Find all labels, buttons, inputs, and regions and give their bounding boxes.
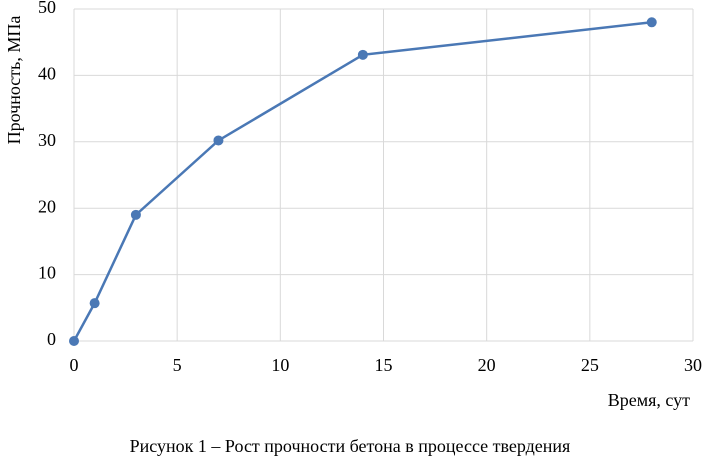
x-tick-label: 15 bbox=[375, 355, 393, 375]
data-point bbox=[69, 336, 79, 346]
y-tick-label: 40 bbox=[38, 64, 56, 84]
data-point bbox=[89, 298, 100, 309]
series-line bbox=[72, 21, 652, 342]
data-point bbox=[213, 135, 224, 146]
x-tick-label: 30 bbox=[684, 355, 702, 375]
caption: Рисунок 1 – Рост прочности бетона в проц… bbox=[130, 436, 571, 456]
y-tick-label: 0 bbox=[47, 329, 56, 349]
data-point bbox=[130, 209, 141, 220]
x-tick-label: 10 bbox=[271, 355, 289, 375]
data-point bbox=[357, 49, 368, 60]
x-axis-label: Время, сут bbox=[608, 390, 690, 410]
y-tick-label: 30 bbox=[38, 130, 56, 150]
y-tick-label: 20 bbox=[38, 196, 56, 216]
y-tick-label: 10 bbox=[38, 263, 56, 283]
data-point bbox=[646, 17, 657, 28]
x-tick-label: 25 bbox=[581, 355, 599, 375]
x-tick-label: 5 bbox=[173, 355, 182, 375]
x-tick-label: 20 bbox=[478, 355, 496, 375]
x-tick-label: 0 bbox=[70, 355, 79, 375]
y-tick-label: 50 bbox=[38, 0, 56, 17]
y-axis-label: Прочность, МПа bbox=[4, 16, 24, 145]
